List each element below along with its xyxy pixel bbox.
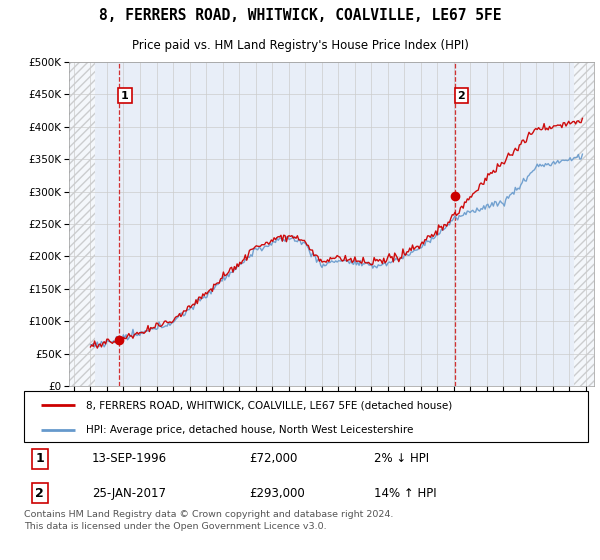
Text: 8, FERRERS ROAD, WHITWICK, COALVILLE, LE67 5FE (detached house): 8, FERRERS ROAD, WHITWICK, COALVILLE, LE… — [86, 400, 452, 410]
Text: Price paid vs. HM Land Registry's House Price Index (HPI): Price paid vs. HM Land Registry's House … — [131, 39, 469, 52]
Text: £293,000: £293,000 — [250, 487, 305, 500]
Text: 8, FERRERS ROAD, WHITWICK, COALVILLE, LE67 5FE: 8, FERRERS ROAD, WHITWICK, COALVILLE, LE… — [99, 8, 501, 24]
Text: 1: 1 — [35, 452, 44, 465]
Text: 2% ↓ HPI: 2% ↓ HPI — [374, 452, 429, 465]
Bar — [574, 62, 594, 386]
Text: 2: 2 — [457, 91, 465, 101]
Text: £72,000: £72,000 — [250, 452, 298, 465]
Text: HPI: Average price, detached house, North West Leicestershire: HPI: Average price, detached house, Nort… — [86, 424, 413, 435]
FancyBboxPatch shape — [24, 391, 588, 442]
Text: 1: 1 — [121, 91, 129, 101]
Text: Contains HM Land Registry data © Crown copyright and database right 2024.
This d: Contains HM Land Registry data © Crown c… — [24, 510, 394, 531]
Text: 13-SEP-1996: 13-SEP-1996 — [92, 452, 167, 465]
Text: 25-JAN-2017: 25-JAN-2017 — [92, 487, 166, 500]
Bar — [69, 62, 95, 386]
Text: 2: 2 — [35, 487, 44, 500]
Text: 14% ↑ HPI: 14% ↑ HPI — [374, 487, 436, 500]
